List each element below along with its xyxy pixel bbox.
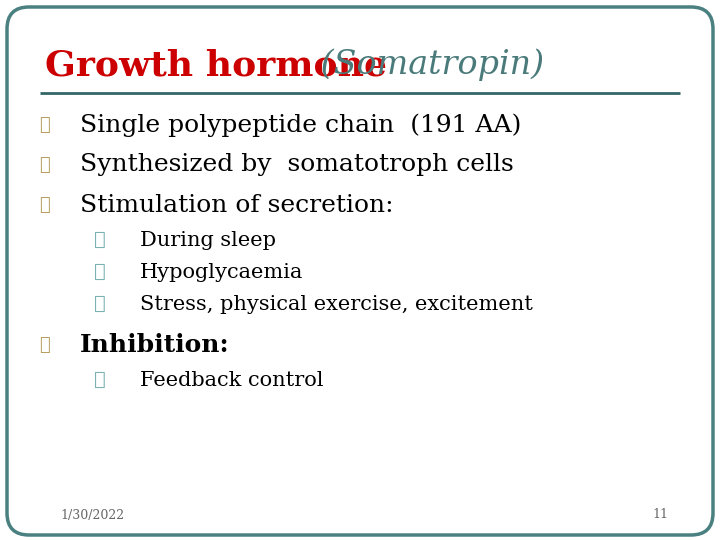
Text: ➤: ➤ bbox=[94, 231, 106, 249]
FancyBboxPatch shape bbox=[7, 7, 713, 535]
Text: Inhibition:: Inhibition: bbox=[80, 333, 230, 357]
Text: During sleep: During sleep bbox=[140, 231, 276, 249]
Text: (Somatropin): (Somatropin) bbox=[310, 49, 544, 82]
Text: Stress, physical exercise, excitement: Stress, physical exercise, excitement bbox=[140, 294, 533, 314]
Text: ❖: ❖ bbox=[40, 156, 50, 174]
Text: ❖: ❖ bbox=[40, 196, 50, 214]
Text: ➤: ➤ bbox=[94, 263, 106, 281]
Text: 1/30/2022: 1/30/2022 bbox=[60, 509, 124, 522]
Text: ➤: ➤ bbox=[94, 295, 106, 313]
Text: ❖: ❖ bbox=[40, 116, 50, 134]
Text: Hypoglycaemia: Hypoglycaemia bbox=[140, 262, 303, 281]
Text: Synthesized by  somatotroph cells: Synthesized by somatotroph cells bbox=[80, 153, 514, 177]
Text: Stimulation of secretion:: Stimulation of secretion: bbox=[80, 193, 394, 217]
Text: Single polypeptide chain  (191 AA): Single polypeptide chain (191 AA) bbox=[80, 113, 521, 137]
Text: Growth hormone: Growth hormone bbox=[45, 48, 387, 82]
Text: ➤: ➤ bbox=[94, 371, 106, 389]
Text: 11: 11 bbox=[652, 509, 668, 522]
Text: Feedback control: Feedback control bbox=[140, 370, 323, 389]
Text: ❖: ❖ bbox=[40, 336, 50, 354]
